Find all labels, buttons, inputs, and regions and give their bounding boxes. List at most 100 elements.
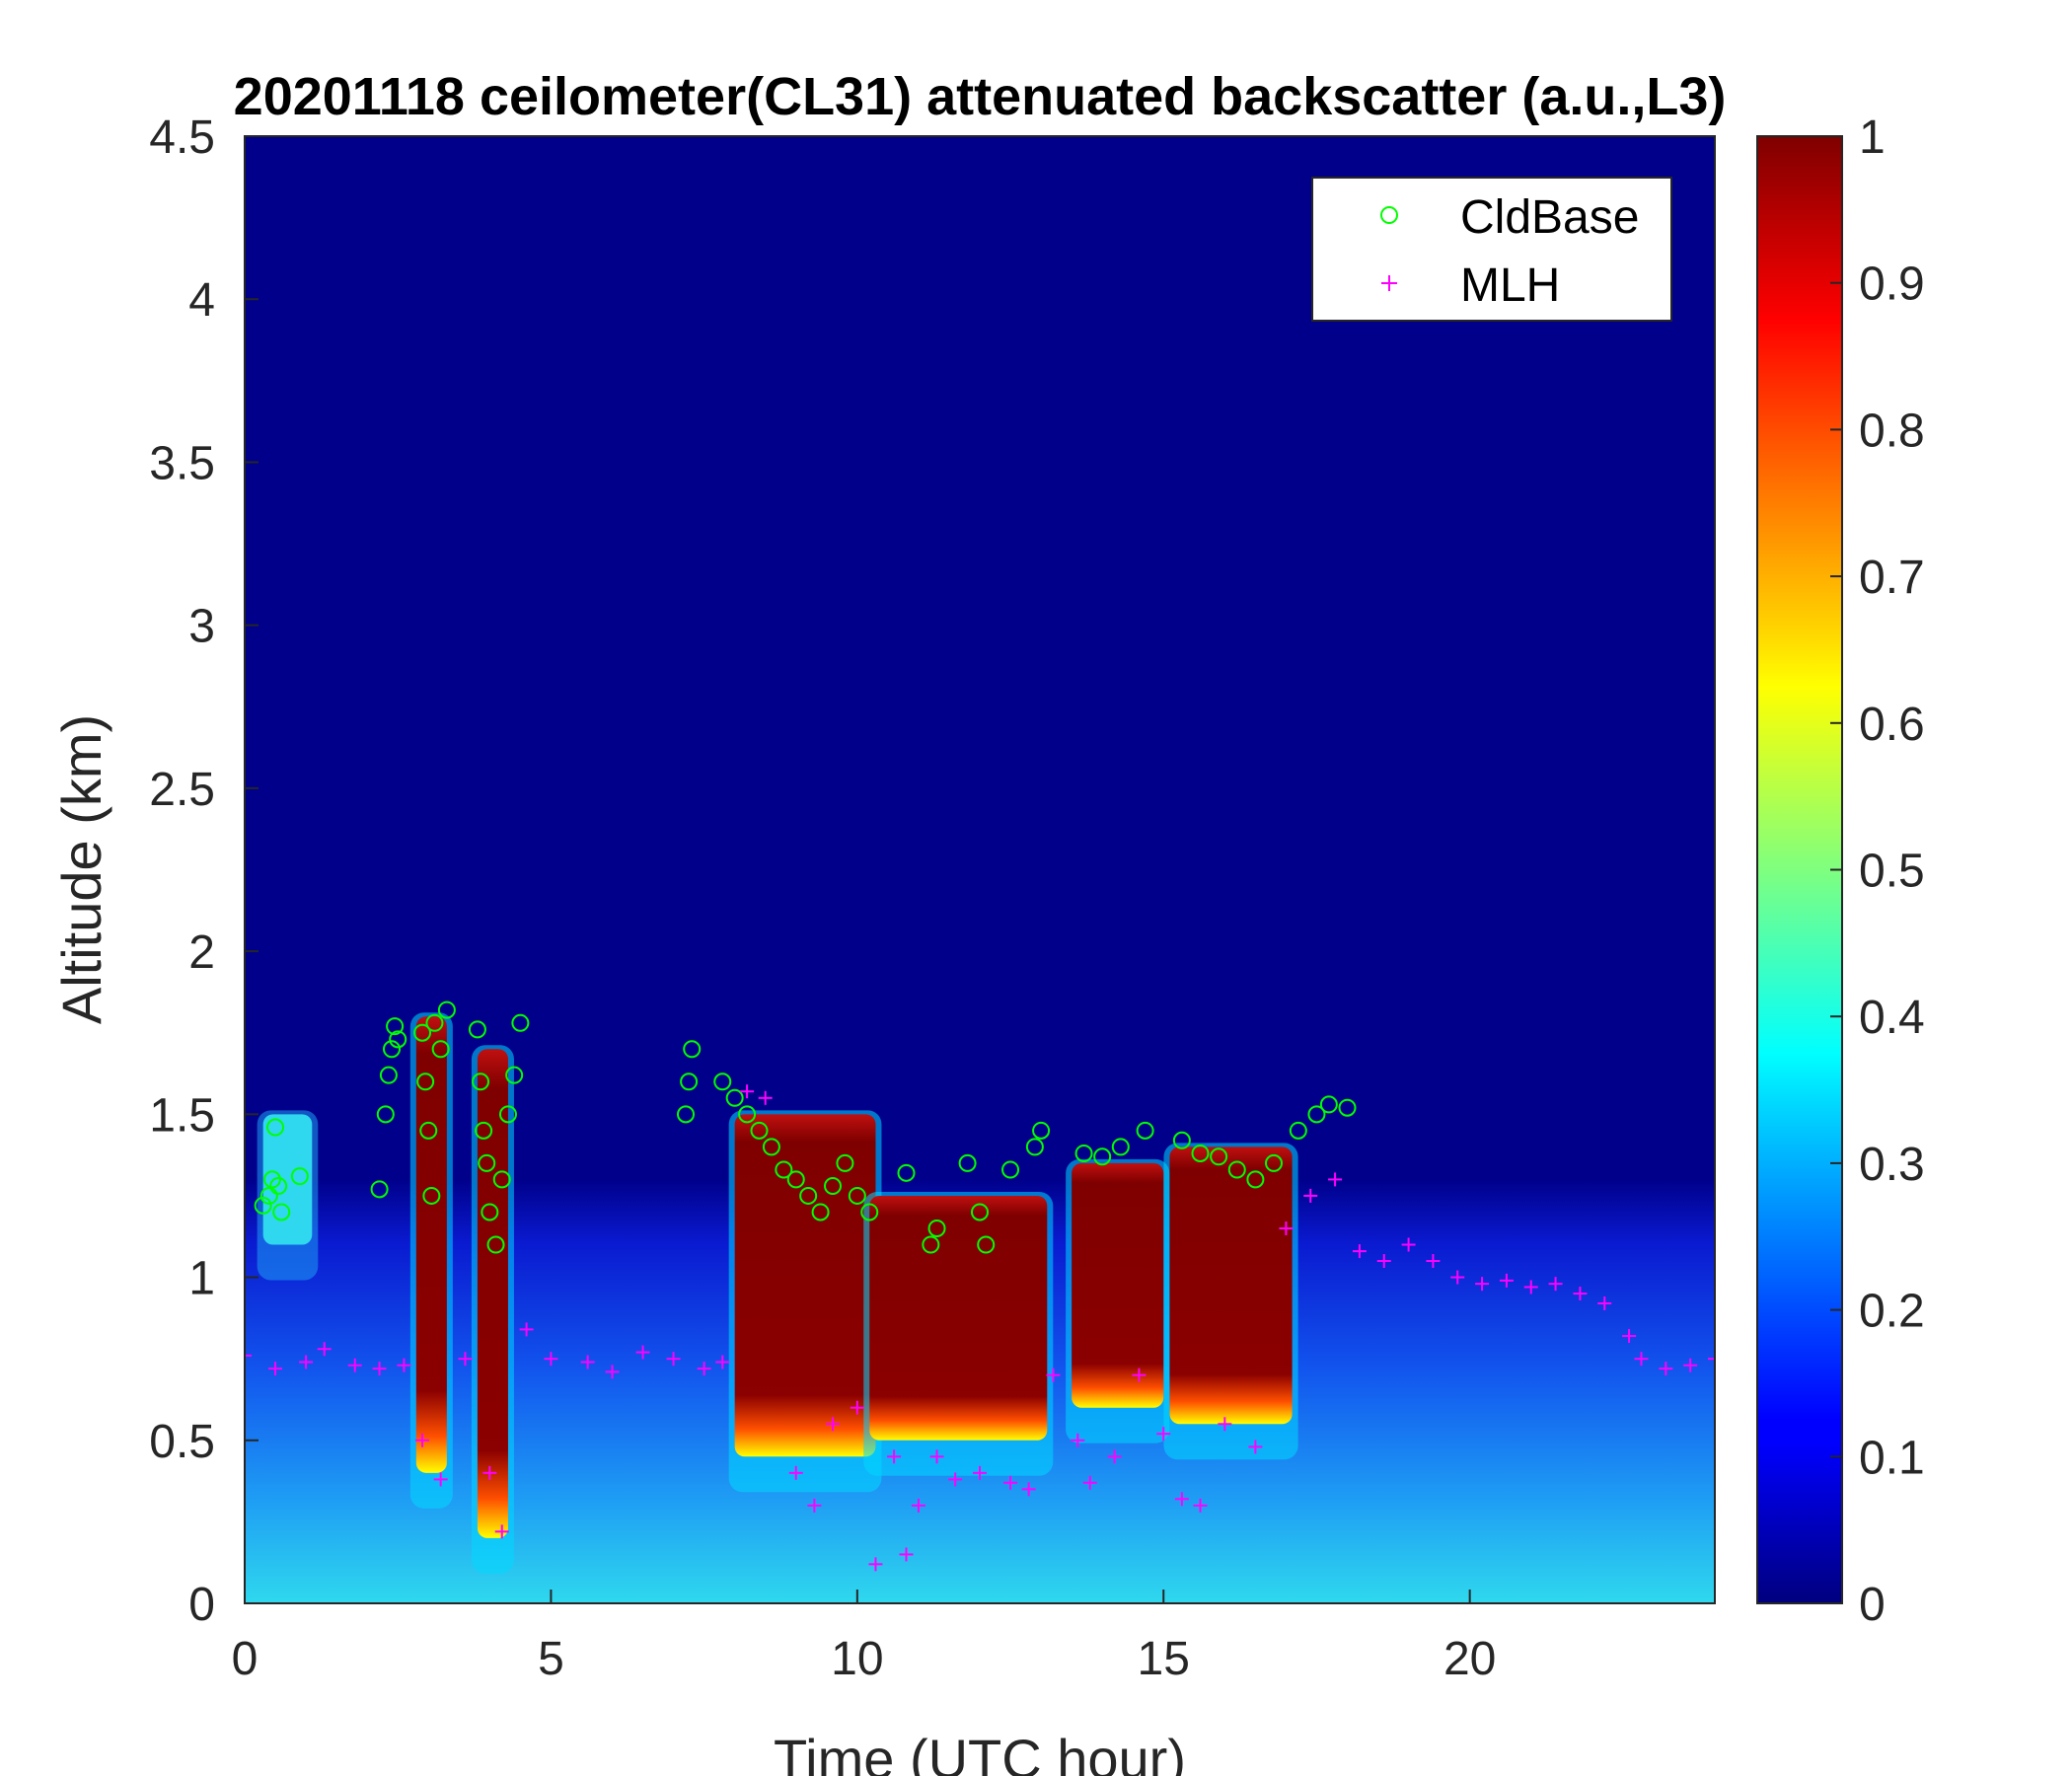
cldbase-point [811, 1203, 830, 1221]
colorbar-tick-label: 0.6 [1859, 699, 1925, 751]
mlh-point [1426, 1254, 1441, 1269]
cldbase-point [1093, 1147, 1112, 1166]
cldbase-point [370, 1180, 389, 1199]
cldbase-point [386, 1017, 405, 1036]
cldbase-point [1111, 1138, 1130, 1156]
cldbase-point [683, 1040, 702, 1059]
x-tick-label: 10 [831, 1633, 883, 1685]
cldbase-point [738, 1105, 757, 1124]
colorbar: 0 0.1 0.2 0.3 0.4 0.5 0.6 0.7 0.8 0.9 1 [1756, 111, 1925, 1631]
cldbase-point [266, 1118, 285, 1137]
colorbar-tick-label: 0.5 [1859, 846, 1925, 898]
cldbase-point [1032, 1121, 1051, 1140]
mlh-point [788, 1465, 803, 1480]
cldbase-point [437, 1000, 456, 1019]
cldbase-point [259, 1186, 278, 1205]
mlh-point [1218, 1417, 1232, 1432]
cldbase-point [413, 1023, 432, 1042]
mlh-point [1708, 1352, 1715, 1367]
mlh-point [948, 1472, 963, 1487]
colorbar-tick-label: 0.3 [1859, 1139, 1925, 1191]
cldbase-point [431, 1040, 450, 1059]
mlh-point [868, 1557, 883, 1572]
mlh-point [911, 1498, 925, 1513]
cldbase-point [1210, 1147, 1228, 1166]
cldbase-point [1338, 1098, 1357, 1117]
x-tick-label: 20 [1443, 1633, 1496, 1685]
cldbase-point [481, 1203, 499, 1221]
mlh-point [1156, 1427, 1171, 1442]
cldbase-point [511, 1013, 530, 1032]
cldbase-point [376, 1105, 395, 1124]
chart-title: 20201118 ceilometer(CL31) attenuated bac… [234, 67, 1727, 126]
cldbase-point [422, 1186, 441, 1205]
y-tick-label: 3.5 [149, 437, 215, 489]
mlh-point [1279, 1221, 1294, 1235]
mlh-point [887, 1449, 902, 1464]
cldbase-point [1289, 1121, 1307, 1140]
mlh-point [1352, 1244, 1367, 1259]
cldbase-point [958, 1153, 977, 1172]
mlh-point [1450, 1270, 1465, 1285]
mlh-point [1475, 1277, 1490, 1292]
mlh-point [740, 1084, 755, 1099]
mlh-point [317, 1342, 332, 1357]
cldbase-point [762, 1138, 780, 1156]
cldbase-point [1227, 1160, 1246, 1179]
mlh-point [245, 1348, 252, 1363]
mlh-point [1046, 1368, 1061, 1382]
cldbase-point [383, 1040, 401, 1059]
cldbase-point [269, 1177, 288, 1196]
mlh-markers [245, 1084, 1715, 1572]
backscatter-region [869, 1195, 1048, 1441]
mlh-point [544, 1352, 558, 1367]
mlh-point [519, 1322, 534, 1337]
mlh-point [299, 1355, 314, 1369]
mlh-point [1082, 1475, 1097, 1490]
legend-mlh-label: MLH [1460, 259, 1560, 312]
plot-frame [244, 135, 1716, 1604]
mlh-point [1071, 1433, 1085, 1447]
legend: CldBase MLH [1311, 177, 1672, 322]
colorbar-tick-label: 0.1 [1859, 1432, 1925, 1484]
mlh-point [826, 1417, 840, 1432]
cldbase-point [1319, 1095, 1338, 1114]
plot-area [245, 136, 1715, 1603]
cldbase-point [475, 1121, 493, 1140]
mlh-point [347, 1358, 362, 1372]
mlh-point [758, 1090, 773, 1105]
cldbase-point [786, 1170, 805, 1189]
cldbase-point [1001, 1160, 1020, 1179]
colorbar-ramp [1756, 135, 1843, 1604]
cldbase-point [478, 1153, 496, 1172]
cldbase-point [486, 1235, 505, 1254]
cldbase-markers [254, 1000, 1357, 1254]
cldbase-point [922, 1235, 940, 1254]
cldbase-point [1172, 1131, 1191, 1149]
mlh-point [1193, 1498, 1208, 1513]
mlh-point [1376, 1254, 1391, 1269]
y-tick-label: 2 [188, 926, 215, 979]
mlh-point [458, 1352, 473, 1367]
cldbase-point [498, 1105, 517, 1124]
cldbase-point [927, 1219, 946, 1237]
cldbase-point [775, 1160, 793, 1179]
mlh-point [605, 1365, 620, 1379]
mlh-point [1659, 1362, 1673, 1376]
cldbase-point [977, 1235, 996, 1254]
legend-mlh-marker [1381, 275, 1397, 291]
x-axis: 0 5 10 15 20 [232, 1590, 1496, 1685]
cldbase-point [677, 1105, 695, 1124]
mlh-point [1523, 1280, 1538, 1295]
colorbar-tick-label: 0.2 [1859, 1286, 1925, 1338]
legend-box [1311, 177, 1672, 322]
mlh-point [372, 1362, 387, 1376]
cldbase-point [505, 1066, 524, 1084]
cldbase-point [799, 1186, 818, 1205]
cldbase-point [860, 1203, 879, 1221]
x-tick-label: 0 [232, 1633, 259, 1685]
cldbase-point [824, 1177, 842, 1196]
y-axis-title: Altitude (km) [50, 714, 112, 1024]
mlh-point [899, 1547, 914, 1562]
mlh-point [697, 1362, 711, 1376]
